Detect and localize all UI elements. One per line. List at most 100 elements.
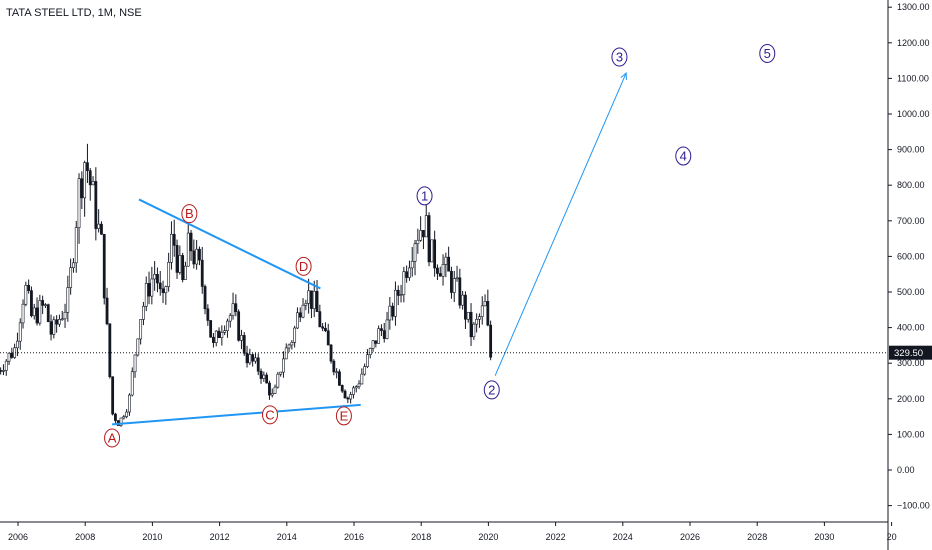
candle-up [7,352,11,362]
candle-up [83,162,87,199]
candle-down [245,352,249,364]
candle-up [21,303,25,324]
candle-up [441,264,445,277]
trendlines-layer[interactable] [112,72,627,426]
candle-up [136,338,140,356]
candle-up [133,354,137,373]
candle-up [178,255,182,273]
candle-down [209,320,213,338]
candle-up [125,411,129,417]
candle-up [273,386,277,394]
candle-down [259,370,263,379]
candle-down [251,354,255,362]
candle-up [349,394,353,400]
candle-up [388,305,392,321]
x-tick-label: 2030 [814,532,834,542]
candle-down [212,336,215,343]
x-tick-label: 2014 [277,532,297,542]
candle-down [49,321,53,335]
candle-down [396,289,400,296]
candle-up [368,348,372,355]
candle-down [88,170,92,186]
candle-up [167,262,171,287]
candle-up [357,383,361,387]
candle-down [172,233,176,246]
candle-up [335,371,339,374]
candle-down [175,245,179,273]
candle-down [203,286,207,310]
candle-up [44,304,47,306]
candle-down [340,385,344,392]
candle-up [312,291,316,309]
candle-down [338,371,341,386]
candle-up [231,303,235,316]
candle-down [405,271,409,278]
candle-down [318,311,322,328]
candle-up [72,262,75,268]
candle-up [18,322,22,342]
wave-label-4: 4 [680,149,687,164]
candle-down [55,319,59,325]
candle-up [186,232,190,267]
candle-down [86,162,89,171]
wave-label-b: B [185,206,194,221]
x-tick-label: 2006 [8,532,28,542]
candle-up [91,181,95,186]
candle-up [52,319,56,335]
candle-down [108,323,112,378]
last-price-badge: 329.50 [889,345,932,360]
candle-up [399,294,403,296]
candle-up [483,301,487,307]
projection-arrow[interactable] [494,72,627,376]
candle-up [38,300,42,324]
candle-down [268,382,271,396]
y-tick-label: 700.00 [897,216,925,226]
upper-triangle-line[interactable] [138,198,321,290]
candle-down [321,326,325,329]
wave-circle-e [335,406,352,426]
candle-up [455,277,459,280]
candle-up [307,290,311,304]
candle-up [270,393,274,396]
candle-up [352,387,355,395]
candle-up [301,304,305,318]
candle-up [276,373,280,388]
candle-up [402,271,406,295]
y-tick-label: 300.00 [897,358,925,368]
wave-label-2: 2 [488,382,495,397]
candle-up [66,287,70,313]
x-tick-label: 2022 [546,532,566,542]
candle-up [228,315,232,322]
x-tick-label: 2024 [613,532,633,542]
wave-circle-1 [416,186,433,206]
candle-down [114,413,117,421]
candle-down [374,340,378,344]
candle-up [366,354,369,367]
candle-down [489,324,493,358]
candle-down [380,328,383,331]
candle-up [377,328,381,344]
wave-label-3: 3 [616,50,623,65]
candle-up [226,320,229,331]
candle-up [304,303,308,306]
candle-up [122,416,126,419]
candle-up [444,256,448,265]
candle-up [130,371,134,396]
candle-up [74,227,78,264]
candle-up [475,318,479,325]
y-tick-label: 1100.00 [897,73,929,83]
candle-up [284,347,288,360]
candle-up [240,335,243,341]
lower-triangle-line[interactable] [112,403,361,426]
wave-circle-4 [675,146,692,166]
candle-down [242,335,246,354]
candle-up [144,283,148,307]
candle-up [150,278,154,297]
candle-up [461,294,465,306]
candle-up [24,284,28,305]
candle-down [343,390,347,399]
candle-down [105,297,109,325]
candle-down [206,308,210,321]
candle-up [287,344,291,349]
